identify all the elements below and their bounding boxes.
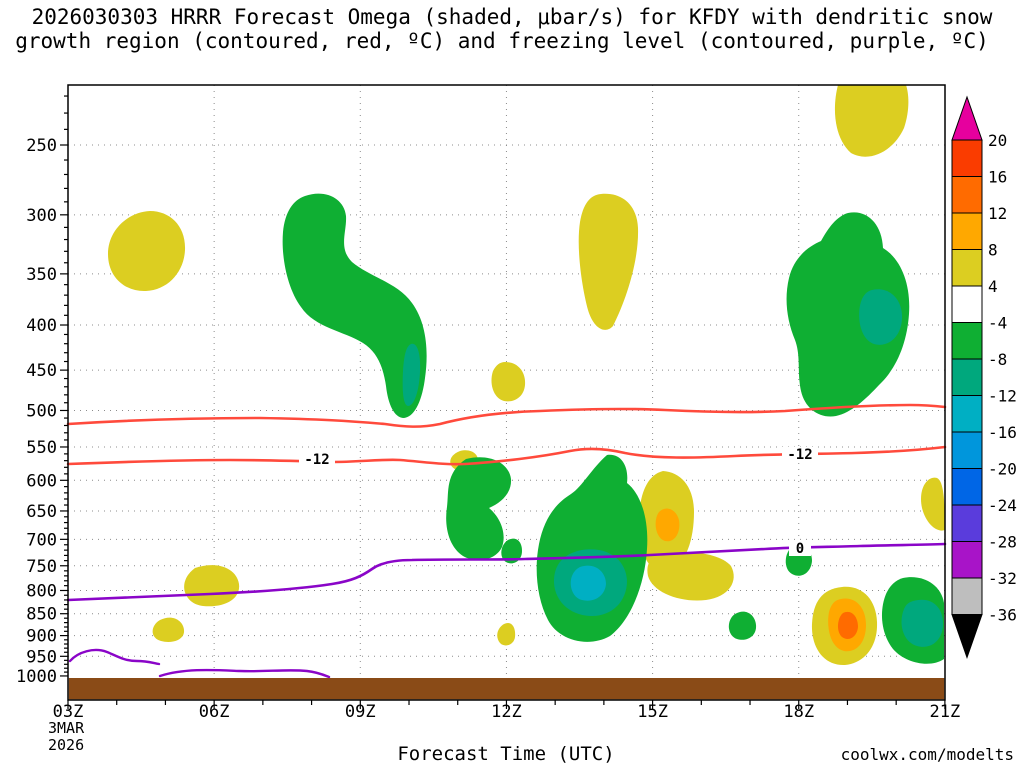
label-background <box>299 452 335 467</box>
colorbar: 20 16 12 8 4 -4 -8 -12 -16 -20 -24 -28 -32 -36 <box>951 95 1017 660</box>
y-tick-label: 600 <box>26 471 57 491</box>
colorbar-band <box>951 212 983 250</box>
y-tick-label: 1000 <box>16 667 57 687</box>
x-tick-label: 18Z <box>783 702 814 722</box>
y-tick-label: 300 <box>26 206 57 226</box>
colorbar-boundary-label: -8 <box>988 350 1007 369</box>
x-tick-label: 21Z <box>930 702 961 722</box>
colorbar-boundary-label: 16 <box>988 168 1007 187</box>
y-tick-label: 900 <box>26 627 57 647</box>
colorbar-band <box>951 176 983 214</box>
colorbar-band <box>951 358 983 396</box>
axis-ticks <box>60 95 946 709</box>
colorbar-boundary-label: 8 <box>988 241 998 260</box>
x-tick-label: 03Z <box>53 702 84 722</box>
colorbar-boundary-label: -16 <box>988 423 1017 442</box>
negative-omega-core <box>402 343 421 406</box>
x-tick-label: 09Z <box>345 702 376 722</box>
positive-omega-region <box>834 85 909 157</box>
colorbar-arrow-bottom <box>951 614 983 660</box>
freezing-level-value: 0 <box>796 541 804 557</box>
y-tick-label: 350 <box>26 265 57 285</box>
negative-omega-region <box>786 212 910 417</box>
y-tick-label: 950 <box>26 647 57 667</box>
label-background <box>789 541 811 556</box>
negative-omega-core <box>901 599 943 647</box>
positive-omega-core <box>655 508 680 542</box>
colorbar-band <box>951 395 983 433</box>
strong-negative-omega-core <box>570 565 606 601</box>
positive-omega-region <box>647 552 734 601</box>
colorbar-band <box>951 139 983 177</box>
y-tick-label: 450 <box>26 361 57 381</box>
y-tick-label: 550 <box>26 438 57 458</box>
colorbar-band <box>951 468 983 506</box>
red-contour-label: -12 <box>299 452 335 468</box>
colorbar-boundary-label: -24 <box>988 496 1017 515</box>
y-tick-label: 400 <box>26 316 57 336</box>
negative-omega-core <box>859 289 903 345</box>
surface-freezing-contour <box>158 668 331 679</box>
negative-omega-region <box>282 193 427 418</box>
colorbar-band <box>951 504 983 542</box>
colorbar-boundary-label: 20 <box>988 131 1007 150</box>
dendritic-contour-value: -12 <box>787 447 812 463</box>
y-tick-label: 700 <box>26 530 57 550</box>
colorbar-boundary-label: -36 <box>988 606 1017 625</box>
y-tick-label: 800 <box>26 581 57 601</box>
positive-omega-region <box>152 617 185 642</box>
start-date-year: 2026 <box>48 736 84 754</box>
colorbar-band <box>951 541 983 579</box>
y-tick-label: 500 <box>26 401 57 421</box>
watermark-link[interactable]: coolwx.com/modelts <box>841 745 1014 764</box>
negative-omega-region <box>501 538 522 564</box>
y-tick-label: 650 <box>26 502 57 522</box>
dendritic-contour-value: -12 <box>304 452 329 468</box>
y-tick-label: 850 <box>26 605 57 625</box>
colorbar-boundary-label: 12 <box>988 204 1007 223</box>
colorbar-boundary-label: -28 <box>988 533 1017 552</box>
omega-shaded-regions <box>108 85 945 666</box>
label-background <box>782 447 818 462</box>
colorbar-band <box>951 577 983 615</box>
colorbar-boundary-label: -32 <box>988 569 1017 588</box>
contour-lines: -12 -12 0 <box>66 403 947 679</box>
surface-freezing-contour <box>68 648 161 666</box>
terrain-surface <box>68 678 945 700</box>
positive-omega-region <box>497 622 516 646</box>
positive-omega-region <box>921 477 945 531</box>
y-tick-label: 750 <box>26 557 57 577</box>
x-tick-label: 12Z <box>491 702 522 722</box>
colorbar-band <box>951 249 983 287</box>
x-tick-label: 06Z <box>199 702 230 722</box>
colorbar-band <box>951 431 983 469</box>
colorbar-boundary-label: 4 <box>988 277 998 296</box>
purple-contour-label: 0 <box>789 541 811 557</box>
x-axis-title: Forecast Time (UTC) <box>397 743 614 765</box>
chart-title-line2: growth region (contoured, red, ºC) and f… <box>15 29 989 53</box>
negative-omega-region <box>728 611 757 640</box>
colorbar-boundary-label: -20 <box>988 460 1017 479</box>
y-tick-label: 250 <box>26 136 57 156</box>
red-contour-label: -12 <box>782 447 818 463</box>
positive-omega-region <box>578 193 639 330</box>
start-date-month: 3MAR <box>48 719 85 737</box>
colorbar-arrow-top <box>951 95 983 141</box>
negative-omega-region <box>446 457 512 561</box>
chart-title-line1: 2026030303 HRRR Forecast Omega (shaded, … <box>32 5 993 29</box>
colorbar-boundary-label: -12 <box>988 387 1017 406</box>
colorbar-band <box>951 285 983 323</box>
positive-omega-region <box>184 565 240 607</box>
positive-omega-region <box>108 211 186 292</box>
strong-positive-omega-core <box>837 611 858 639</box>
dendritic-contour-upper <box>66 403 947 428</box>
axis-tick-labels: 2503003504004505005506006507007508008509… <box>16 136 960 722</box>
x-tick-label: 15Z <box>637 702 668 722</box>
colorbar-boundary-label: -4 <box>988 314 1007 333</box>
positive-omega-region <box>491 362 526 402</box>
colorbar-band <box>951 322 983 360</box>
